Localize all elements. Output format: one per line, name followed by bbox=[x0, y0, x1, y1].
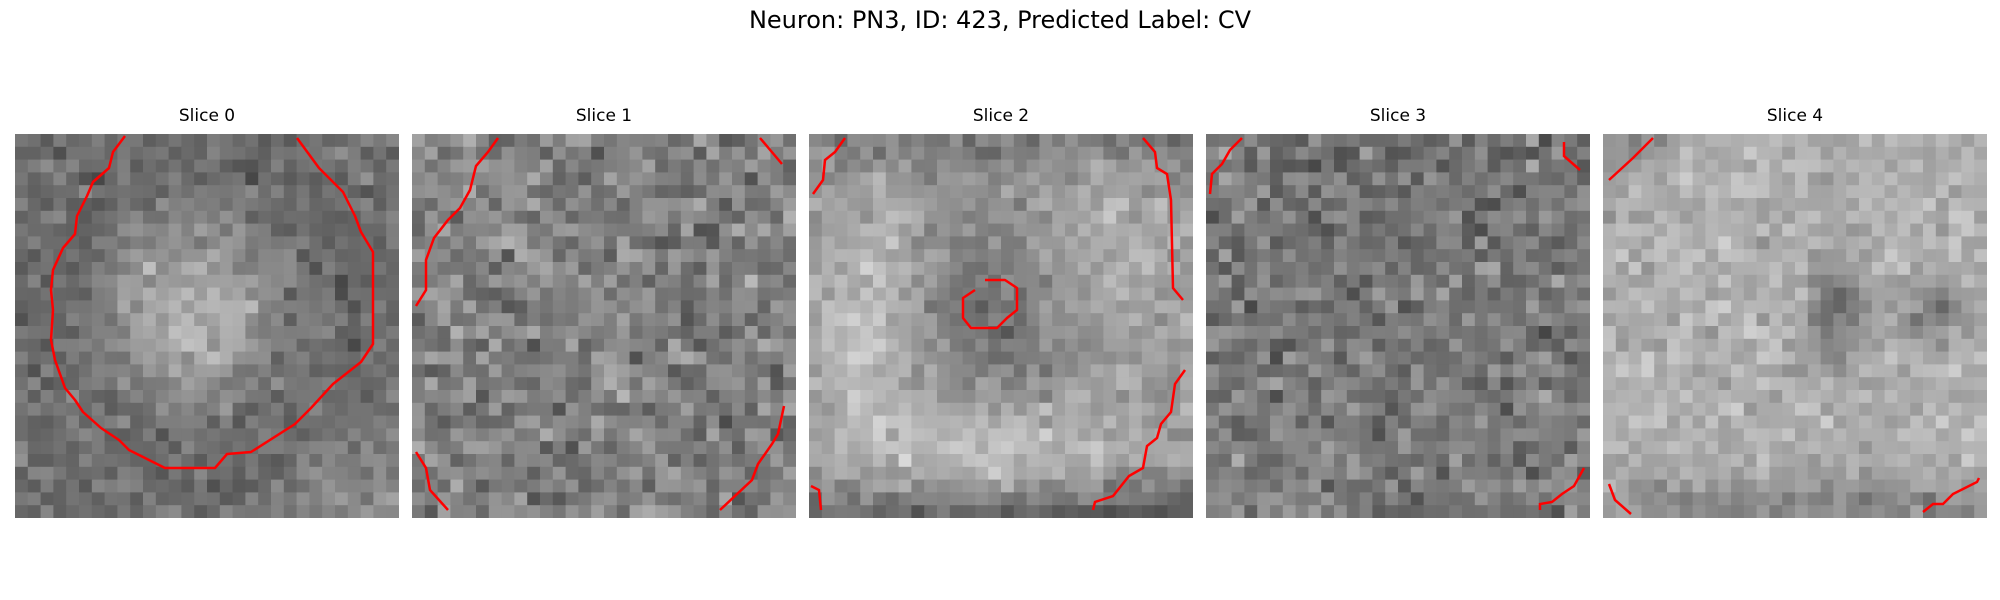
slice-panel-4: Slice 4 bbox=[1603, 106, 1987, 518]
slice-panel-1: Slice 1 bbox=[412, 106, 796, 518]
segmentation-contour bbox=[1607, 483, 1632, 515]
segmentation-contour bbox=[811, 137, 847, 195]
segmentation-contour bbox=[1608, 137, 1654, 181]
segmentation-contour bbox=[1142, 137, 1184, 301]
slice-title-3: Slice 3 bbox=[1369, 106, 1427, 126]
segmentation-contour bbox=[49, 135, 375, 470]
segmentation-contour bbox=[810, 484, 823, 511]
figure-title: Neuron: PN3, ID: 423, Predicted Label: C… bbox=[748, 6, 1252, 34]
segmentation-contour bbox=[1091, 369, 1187, 511]
slice-title-2: Slice 2 bbox=[972, 106, 1030, 126]
slice-title-4: Slice 4 bbox=[1766, 106, 1824, 126]
slice-title-1: Slice 1 bbox=[575, 106, 633, 126]
segmentation-contour bbox=[961, 278, 1019, 330]
segmentation-contour bbox=[1208, 137, 1243, 195]
slice-panel-2: Slice 2 bbox=[809, 106, 1193, 518]
segmentation-contour bbox=[1562, 142, 1581, 171]
segmentation-contour bbox=[719, 405, 786, 511]
slice-title-0: Slice 0 bbox=[178, 106, 236, 126]
slice-image-0 bbox=[15, 134, 399, 518]
slice-pixels-2 bbox=[809, 134, 1193, 518]
slice-image-2 bbox=[809, 134, 1193, 518]
segmentation-contour bbox=[1922, 477, 1981, 513]
slice-panel-0: Slice 0 bbox=[15, 106, 399, 518]
segmentation-contour bbox=[414, 451, 449, 511]
slice-image-4 bbox=[1603, 134, 1987, 518]
slice-pixels-3 bbox=[1206, 134, 1590, 518]
slice-pixels-1 bbox=[412, 134, 796, 518]
slice-image-3 bbox=[1206, 134, 1590, 518]
segmentation-contour bbox=[1538, 467, 1586, 510]
slice-image-1 bbox=[412, 134, 796, 518]
segmentation-contour bbox=[759, 137, 783, 165]
slice-pixels-4 bbox=[1603, 134, 1987, 518]
segmentation-contour bbox=[414, 137, 500, 307]
slice-pixels-0 bbox=[15, 134, 399, 518]
slice-panel-3: Slice 3 bbox=[1206, 106, 1590, 518]
